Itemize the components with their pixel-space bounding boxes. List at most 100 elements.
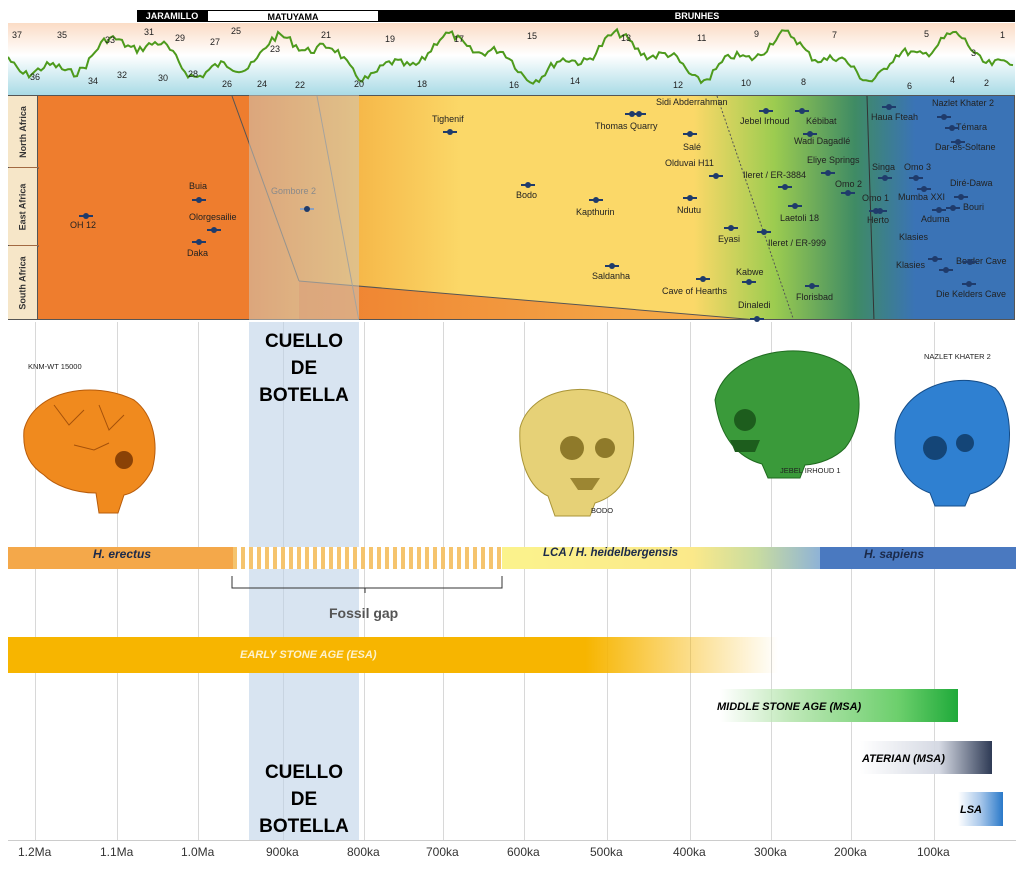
axis-tick-300ka: 300ka	[754, 845, 787, 859]
site-marker-mumba-xxi	[917, 186, 931, 192]
site-marker-k-bibat	[795, 108, 809, 114]
isotope-stage-4: 4	[950, 75, 956, 85]
species-bar-lca	[502, 547, 820, 569]
site-label-omo-2: Omo 2	[835, 179, 863, 189]
msa-label: MIDDLE STONE AGE (MSA)	[717, 701, 862, 713]
bottleneck-label-top: CUELLO DE BOTELLA	[259, 331, 349, 406]
isotope-stage-28: 28	[188, 69, 199, 79]
species-bar-gap	[233, 547, 502, 569]
brunhes-label: BRUNHES	[674, 11, 720, 21]
isotope-stage-1: 1	[1000, 30, 1006, 40]
site-marker-aduma	[932, 207, 946, 213]
site-marker-dinaledi	[750, 316, 764, 322]
region-east-africa: East Africa	[8, 168, 38, 245]
site-label-eyasi: Eyasi	[718, 234, 741, 244]
site-label-ndutu: Ndutu	[677, 205, 702, 215]
site-label-saldanha: Saldanha	[592, 271, 631, 281]
site-marker-florisbad	[805, 283, 819, 289]
bottleneck-shade	[249, 322, 359, 840]
skull-bodo-label: BODO	[591, 506, 614, 515]
isotope-stage-31: 31	[144, 27, 155, 37]
axis-tick-400ka: 400ka	[673, 845, 706, 859]
isotope-stage-20: 20	[354, 79, 365, 89]
fossil-gap-bracket	[231, 576, 503, 593]
isotope-stage-7: 7	[832, 30, 838, 40]
aterian-label: ATERIAN (MSA)	[862, 753, 945, 765]
bottleneck-label-bottom: CUELLO DE BOTELLA	[259, 762, 349, 837]
isotope-stage-33: 33	[105, 35, 116, 45]
isotope-stage-19: 19	[385, 34, 396, 44]
species-label-lca: LCA / H. heidelbergensis	[543, 547, 679, 559]
isotope-stage-10: 10	[741, 78, 752, 88]
gridline-1.2ma	[35, 322, 36, 840]
isotope-curve-panel	[8, 23, 1015, 95]
isotope-stage-2: 2	[984, 78, 990, 88]
site-marker-olorgesailie	[207, 227, 221, 233]
site-label-haua-fteah: Haua Fteah	[871, 112, 919, 122]
site-label-ileret-er-999: Ileret / ER-999	[768, 238, 827, 248]
site-marker-buia	[192, 197, 206, 203]
site-marker-dar-es-soltane	[951, 139, 965, 145]
site-label-sidi-abderrahman: Sidi Abderrahman	[656, 97, 728, 107]
isotope-stage-25: 25	[231, 26, 242, 36]
site-label-k-bibat: Kébibat	[806, 116, 837, 126]
isotope-stage-11: 11	[697, 33, 707, 43]
site-marker-bouri	[946, 205, 960, 211]
gridline-700ka	[443, 322, 444, 840]
isotope-stage-5: 5	[924, 29, 930, 39]
site-label-buia: Buia	[189, 181, 208, 191]
site-label-border-cave: Border Cave	[956, 256, 1007, 266]
site-marker-olduvai-h11	[709, 173, 723, 179]
site-marker-herto	[873, 208, 887, 214]
site-marker-ileret-er-999	[757, 229, 771, 235]
gridline-1.1ma	[117, 322, 118, 840]
isotope-stage-34: 34	[88, 76, 99, 86]
esa-bar	[8, 637, 778, 673]
matuyama-chron: MATUYAMA	[207, 10, 379, 22]
isotope-stage-26: 26	[222, 79, 233, 89]
fossil-gap-label: Fossil gap	[329, 605, 399, 621]
isotope-stage-21: 21	[321, 30, 332, 40]
site-marker-bodo	[521, 182, 535, 188]
gridline-300ka	[771, 322, 772, 840]
isotope-stage-23: 23	[270, 44, 281, 54]
site-background	[9, 96, 1014, 319]
isotope-stage-30: 30	[158, 73, 169, 83]
site-marker-die-kelders-cave	[962, 281, 976, 287]
site-label-herto: Herto	[867, 215, 890, 225]
isotope-stage-17: 17	[454, 34, 465, 44]
site-marker-singa	[878, 175, 892, 181]
axis-tick-200ka: 200ka	[834, 845, 867, 859]
site-marker-dir-dawa	[954, 194, 968, 200]
site-label-wadi-dagadl-: Wadi Dagadlé	[794, 136, 851, 146]
site-label-dir-dawa: Diré-Dawa	[950, 178, 993, 188]
isotope-stage-36: 36	[30, 72, 41, 82]
skull-jebel-irhoud-image	[714, 350, 860, 479]
isotope-curve	[8, 27, 1014, 85]
site-label-omo-1: Omo 1	[862, 193, 890, 203]
site-label-sal-: Salé	[683, 142, 702, 152]
axis-tick-800ka: 800ka	[347, 845, 380, 859]
site-label-klasies: Klasies	[899, 232, 929, 242]
species-bar-sapiens	[820, 547, 1016, 569]
gridline-800ka	[364, 322, 365, 840]
matuyama-label: MATUYAMA	[267, 12, 319, 22]
site-label-olduvai-h11: Olduvai H11	[665, 158, 714, 168]
isotope-stage-35: 35	[57, 30, 68, 40]
site-marker-oh-12	[79, 213, 93, 219]
isotope-stage-32: 32	[117, 70, 128, 80]
axis-tick-500ka: 500ka	[590, 845, 623, 859]
site-label-thomas-quarry: Thomas Quarry	[595, 121, 658, 131]
isotope-stage-13: 13	[621, 33, 632, 43]
esa-label: EARLY STONE AGE (ESA)	[240, 649, 377, 661]
site-label-jebel-irhoud: Jebel Irhoud	[740, 116, 790, 126]
site-label-mumba-xxi: Mumba XXI	[898, 192, 946, 202]
isotope-stage-12: 12	[673, 80, 684, 90]
site-marker-ileret-er-3884	[778, 184, 792, 190]
isotope-stage-18: 18	[417, 79, 428, 89]
gridline-100ka	[934, 322, 935, 840]
axis-tick-1-1ma: 1.1Ma	[100, 845, 134, 859]
site-label-nazlet-khater-2: Nazlet Khater 2	[932, 98, 995, 108]
site-label-ileret-er-3884: Ileret / ER-3884	[743, 170, 807, 180]
isotope-stage-22: 22	[295, 80, 306, 90]
